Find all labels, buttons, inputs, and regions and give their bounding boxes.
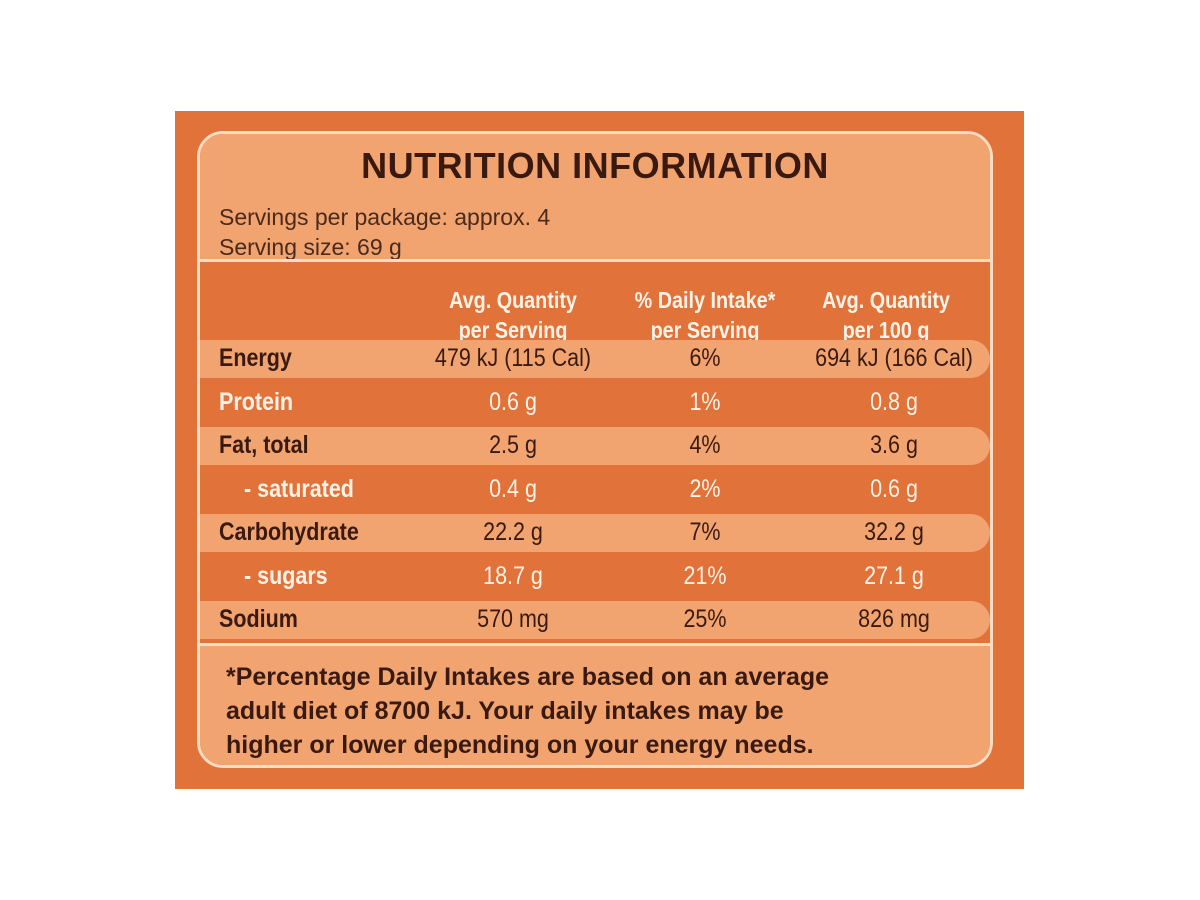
col-header-daily-intake: % Daily Intake* per Serving (634, 287, 776, 343)
row-saturated: - saturated 0.4 g 2% 0.6 g (200, 471, 990, 509)
servings-per-package: Servings per package: approx. 4 (219, 204, 551, 230)
col-header-per-100g: Avg. Quantity per 100 g (822, 287, 950, 343)
serving-size: Serving size: 69 g (219, 234, 402, 260)
cell-per-serving: 18.7 g (483, 562, 543, 590)
row-sugars: - sugars 18.7 g 21% 27.1 g (200, 558, 990, 596)
cell-per-100g: 3.6 g (870, 431, 918, 459)
row-protein: Protein 0.6 g 1% 0.8 g (200, 384, 990, 422)
cell-per-100g: 32.2 g (864, 518, 924, 546)
footnote-divider (200, 643, 990, 646)
cell-per-serving: 22.2 g (483, 518, 543, 546)
row-label: - sugars (244, 562, 328, 590)
row-energy: Energy 479 kJ (115 Cal) 6% 694 kJ (166 C… (200, 340, 990, 378)
panel-title: NUTRITION INFORMATION (361, 145, 829, 186)
cell-daily-intake: 7% (689, 518, 721, 546)
cell-per-serving: 570 mg (477, 605, 549, 633)
cell-daily-intake: 25% (683, 605, 727, 633)
row-sodium: Sodium 570 mg 25% 826 mg (200, 601, 990, 639)
cell-daily-intake: 21% (683, 562, 727, 590)
cell-daily-intake: 6% (689, 344, 721, 372)
nutrition-panel: NUTRITION INFORMATION Servings per packa… (175, 111, 1024, 789)
nutrition-frame: NUTRITION INFORMATION Servings per packa… (197, 131, 993, 768)
cell-per-serving: 0.4 g (489, 475, 537, 503)
cell-per-100g: 27.1 g (864, 562, 924, 590)
header-box: NUTRITION INFORMATION Servings per packa… (200, 134, 990, 260)
footnote-line: *Percentage Daily Intakes are based on a… (226, 663, 830, 691)
footnote-box: *Percentage Daily Intakes are based on a… (200, 646, 990, 765)
header-divider (200, 259, 990, 262)
col-header-per-serving: Avg. Quantity per Serving (449, 287, 577, 343)
cell-per-100g: 0.8 g (870, 388, 918, 416)
cell-daily-intake: 2% (689, 475, 721, 503)
cell-per-serving: 479 kJ (115 Cal) (434, 344, 592, 372)
cell-daily-intake: 4% (689, 431, 721, 459)
cell-per-serving: 2.5 g (489, 431, 537, 459)
footnote-line: adult diet of 8700 kJ. Your daily intake… (226, 697, 784, 725)
cell-per-100g: 0.6 g (870, 475, 918, 503)
row-label: - saturated (244, 475, 354, 503)
row-label: Carbohydrate (219, 518, 359, 546)
cell-per-serving: 0.6 g (489, 388, 537, 416)
row-label: Fat, total (219, 431, 309, 459)
cell-daily-intake: 1% (689, 388, 721, 416)
row-carbohydrate: Carbohydrate 22.2 g 7% 32.2 g (200, 514, 990, 552)
row-label: Energy (219, 344, 292, 372)
cell-per-100g: 694 kJ (166 Cal) (815, 344, 973, 372)
footnote-line: higher or lower depending on your energy… (226, 731, 814, 759)
row-label: Protein (219, 388, 294, 416)
row-fat-total: Fat, total 2.5 g 4% 3.6 g (200, 427, 990, 465)
row-label: Sodium (219, 605, 298, 633)
cell-per-100g: 826 mg (858, 605, 930, 633)
